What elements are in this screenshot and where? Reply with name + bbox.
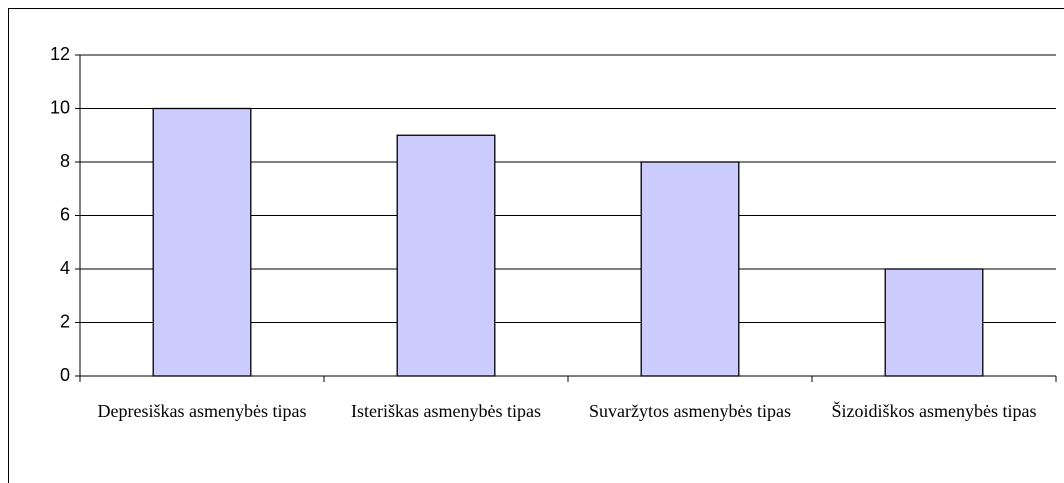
bar: [152, 107, 252, 377]
x-tick-label: Depresiškas asmenybės tipas: [97, 401, 307, 421]
bar: [884, 268, 984, 377]
y-tick-label: 0: [60, 365, 70, 385]
y-tick-label: 12: [50, 44, 70, 64]
bar: [640, 161, 740, 377]
y-tick-label: 4: [60, 258, 70, 278]
chart-frame: [8, 8, 1064, 483]
y-tick-label: 10: [50, 97, 70, 117]
x-tick-label: Šizoidiškos asmenybės tipas: [831, 401, 1037, 421]
y-tick-label: 6: [60, 204, 70, 224]
bar: [396, 134, 496, 377]
y-tick-label: 8: [60, 151, 70, 171]
x-tick-label: Isteriškas asmenybės tipas: [351, 401, 541, 421]
x-tick-label: Suvaržytos asmenybės tipas: [589, 401, 791, 421]
y-tick-label: 2: [60, 311, 70, 331]
